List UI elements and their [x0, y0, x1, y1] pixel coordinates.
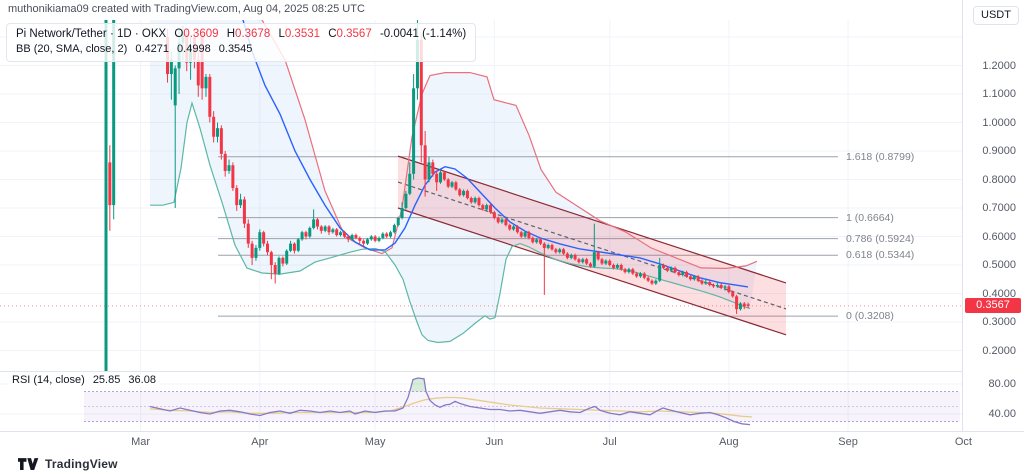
rsi-label: RSI (14, close) — [12, 374, 85, 386]
rsi-pane[interactable] — [84, 377, 960, 426]
price-tick-label: 0.8000 — [982, 173, 1016, 186]
close-label: C — [328, 28, 337, 40]
tradingview-logo-icon — [18, 457, 39, 470]
bb-label: BB (20, SMA, close, 2) — [16, 43, 128, 55]
price-tick-label: 0.3000 — [982, 316, 1016, 328]
fib-retracement[interactable] — [218, 156, 838, 317]
fib-level-label: 0.618 (0.5344) — [846, 249, 915, 262]
price-tick-label: 0.7000 — [982, 202, 1016, 214]
pane-separator[interactable] — [0, 371, 1024, 372]
rsi-value: 25.85 — [92, 374, 121, 386]
bb-basis-value: 0.4271 — [135, 43, 169, 55]
price-tick-label: 0.2000 — [982, 344, 1016, 357]
price-tick-label: 0.4000 — [982, 287, 1016, 300]
month-label-jul: Jul — [602, 436, 617, 448]
currency-toggle-button[interactable]: USDT — [973, 6, 1019, 25]
month-label-oct: Oct — [954, 436, 972, 448]
month-label-aug: Aug — [719, 436, 739, 448]
fib-level-label: 1.618 (0.8799) — [846, 150, 915, 163]
price-tick-label: 0.5000 — [982, 259, 1016, 271]
change-value: -0.0041 (-1.14%) — [379, 28, 467, 40]
price-tick-label: 0.9000 — [982, 145, 1016, 157]
month-label-may: May — [364, 436, 386, 448]
attribution-text: muthonikiama09 created with TradingView.… — [8, 3, 365, 15]
symbol-legend-row[interactable]: Pi Network/Tether · 1D · OKX O0.3609 H0.… — [16, 27, 466, 42]
open-value: 0.3609 — [183, 28, 219, 40]
price-tick-label: 1.0000 — [982, 116, 1016, 129]
rsi-overbought-fill — [409, 378, 426, 392]
tradingview-brand-text: TradingView — [45, 457, 118, 471]
footer-bar: TradingView — [0, 452, 1024, 476]
descending-channel[interactable] — [397, 155, 787, 336]
month-label-sep: Sep — [838, 436, 858, 448]
rsi-tick-label: 40.00 — [988, 408, 1016, 420]
rsi-line — [149, 377, 751, 426]
bb-upper-value: 0.4998 — [177, 43, 211, 55]
price-scale[interactable]: USDT 1.2000 1.1000 1.0000 0.9000 0.8000 0.700… — [962, 0, 1024, 452]
rsi-tick-label: 80.00 — [988, 378, 1016, 390]
fib-level-label: 0 (0.3208) — [846, 310, 894, 323]
rsi-ma-value: 36.08 — [128, 374, 156, 386]
symbol-title: Pi Network/Tether · 1D · OKX — [16, 28, 167, 40]
bollinger-basis-line — [242, 20, 749, 288]
time-axis[interactable]: Mar Apr May Jun Jul Aug Sep Oct — [0, 431, 1024, 453]
price-tick-label: 0.6000 — [982, 230, 1016, 243]
chart-legend: Pi Network/Tether · 1D · OKX O0.3609 H0.… — [6, 23, 477, 62]
month-label-mar: Mar — [131, 436, 151, 448]
fib-level-label: 0.786 (0.5924) — [846, 232, 915, 245]
last-price-tag: 0.3567 — [965, 298, 1021, 314]
open-label: O — [174, 28, 184, 40]
bb-legend-row[interactable]: BB (20, SMA, close, 2) 0.4271 0.4998 0.3… — [16, 42, 466, 57]
fib-level-label: 1 (0.6664) — [846, 211, 894, 224]
low-value: 0.3531 — [284, 28, 321, 40]
price-tick-label: 1.1000 — [982, 88, 1016, 100]
high-value: 0.3678 — [235, 28, 271, 40]
close-value: 0.3567 — [336, 28, 372, 40]
rsi-legend[interactable]: RSI (14, close) 25.85 36.08 — [8, 373, 160, 387]
main-price-pane[interactable] — [0, 0, 962, 372]
high-label: H — [226, 28, 236, 40]
low-label: L — [278, 28, 285, 40]
price-tick-label: 1.2000 — [982, 59, 1016, 72]
month-label-jun: Jun — [485, 436, 504, 448]
tradingview-logo-link[interactable]: TradingView — [18, 457, 118, 471]
bb-lower-value: 0.3545 — [218, 43, 253, 55]
month-label-apr: Apr — [251, 436, 269, 448]
